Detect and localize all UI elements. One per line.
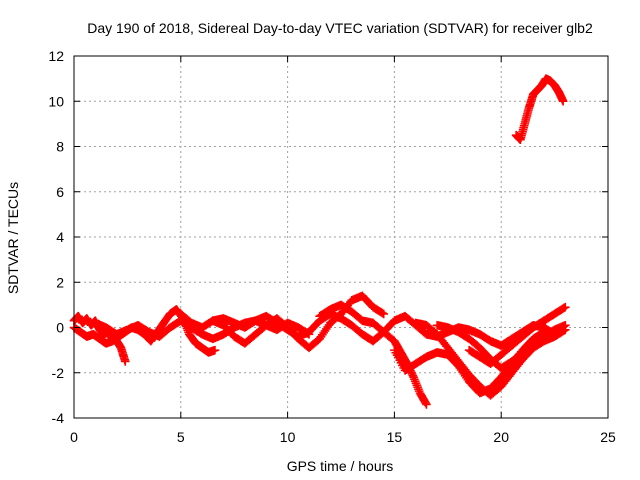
- y-tick-label: 4: [56, 229, 64, 245]
- y-tick-label: 10: [48, 93, 64, 109]
- x-axis-label: GPS time / hours: [287, 458, 394, 474]
- series-arc-k: [511, 74, 568, 145]
- y-tick-label: 12: [48, 48, 64, 64]
- data-point: [120, 357, 130, 366]
- series-arc-d: [176, 291, 389, 353]
- tick-labels-layer: 0 5 10 15 20 25 -4 -2 0 2 4 6 8 10 12: [48, 48, 616, 445]
- ticks-layer: [73, 55, 609, 419]
- data-point: [421, 398, 430, 408]
- y-tick-label: -4: [52, 410, 65, 426]
- series-arc-j: [464, 302, 570, 368]
- x-tick-label: 20: [493, 429, 509, 445]
- y-tick-label: 6: [56, 184, 64, 200]
- chart-title: Day 190 of 2018, Sidereal Day-to-day VTE…: [87, 20, 593, 36]
- data-point: [559, 303, 569, 313]
- y-tick-label: 8: [56, 139, 64, 155]
- data-point: [560, 302, 570, 312]
- x-tick-label: 0: [70, 429, 78, 445]
- series-arc-c: [91, 316, 314, 344]
- marks-layer: [69, 74, 570, 409]
- data-point: [379, 309, 389, 319]
- x-tick-label: 15: [387, 429, 403, 445]
- x-tick-label: 10: [280, 429, 296, 445]
- data-point: [558, 96, 568, 106]
- x-tick-label: 25: [600, 429, 616, 445]
- y-tick-label: 2: [56, 274, 64, 290]
- series-arc-i: [432, 320, 570, 373]
- series-arc-f: [315, 300, 431, 409]
- y-axis-label: SDTVAR / TECUs: [5, 182, 21, 294]
- y-tick-label: -2: [52, 365, 65, 381]
- data-point: [210, 345, 220, 355]
- data-point: [422, 400, 431, 409]
- x-tick-label: 5: [177, 429, 185, 445]
- grid-layer: [74, 56, 608, 418]
- y-tick-label: 0: [56, 320, 64, 336]
- data-point: [560, 320, 570, 330]
- data-point: [378, 308, 387, 318]
